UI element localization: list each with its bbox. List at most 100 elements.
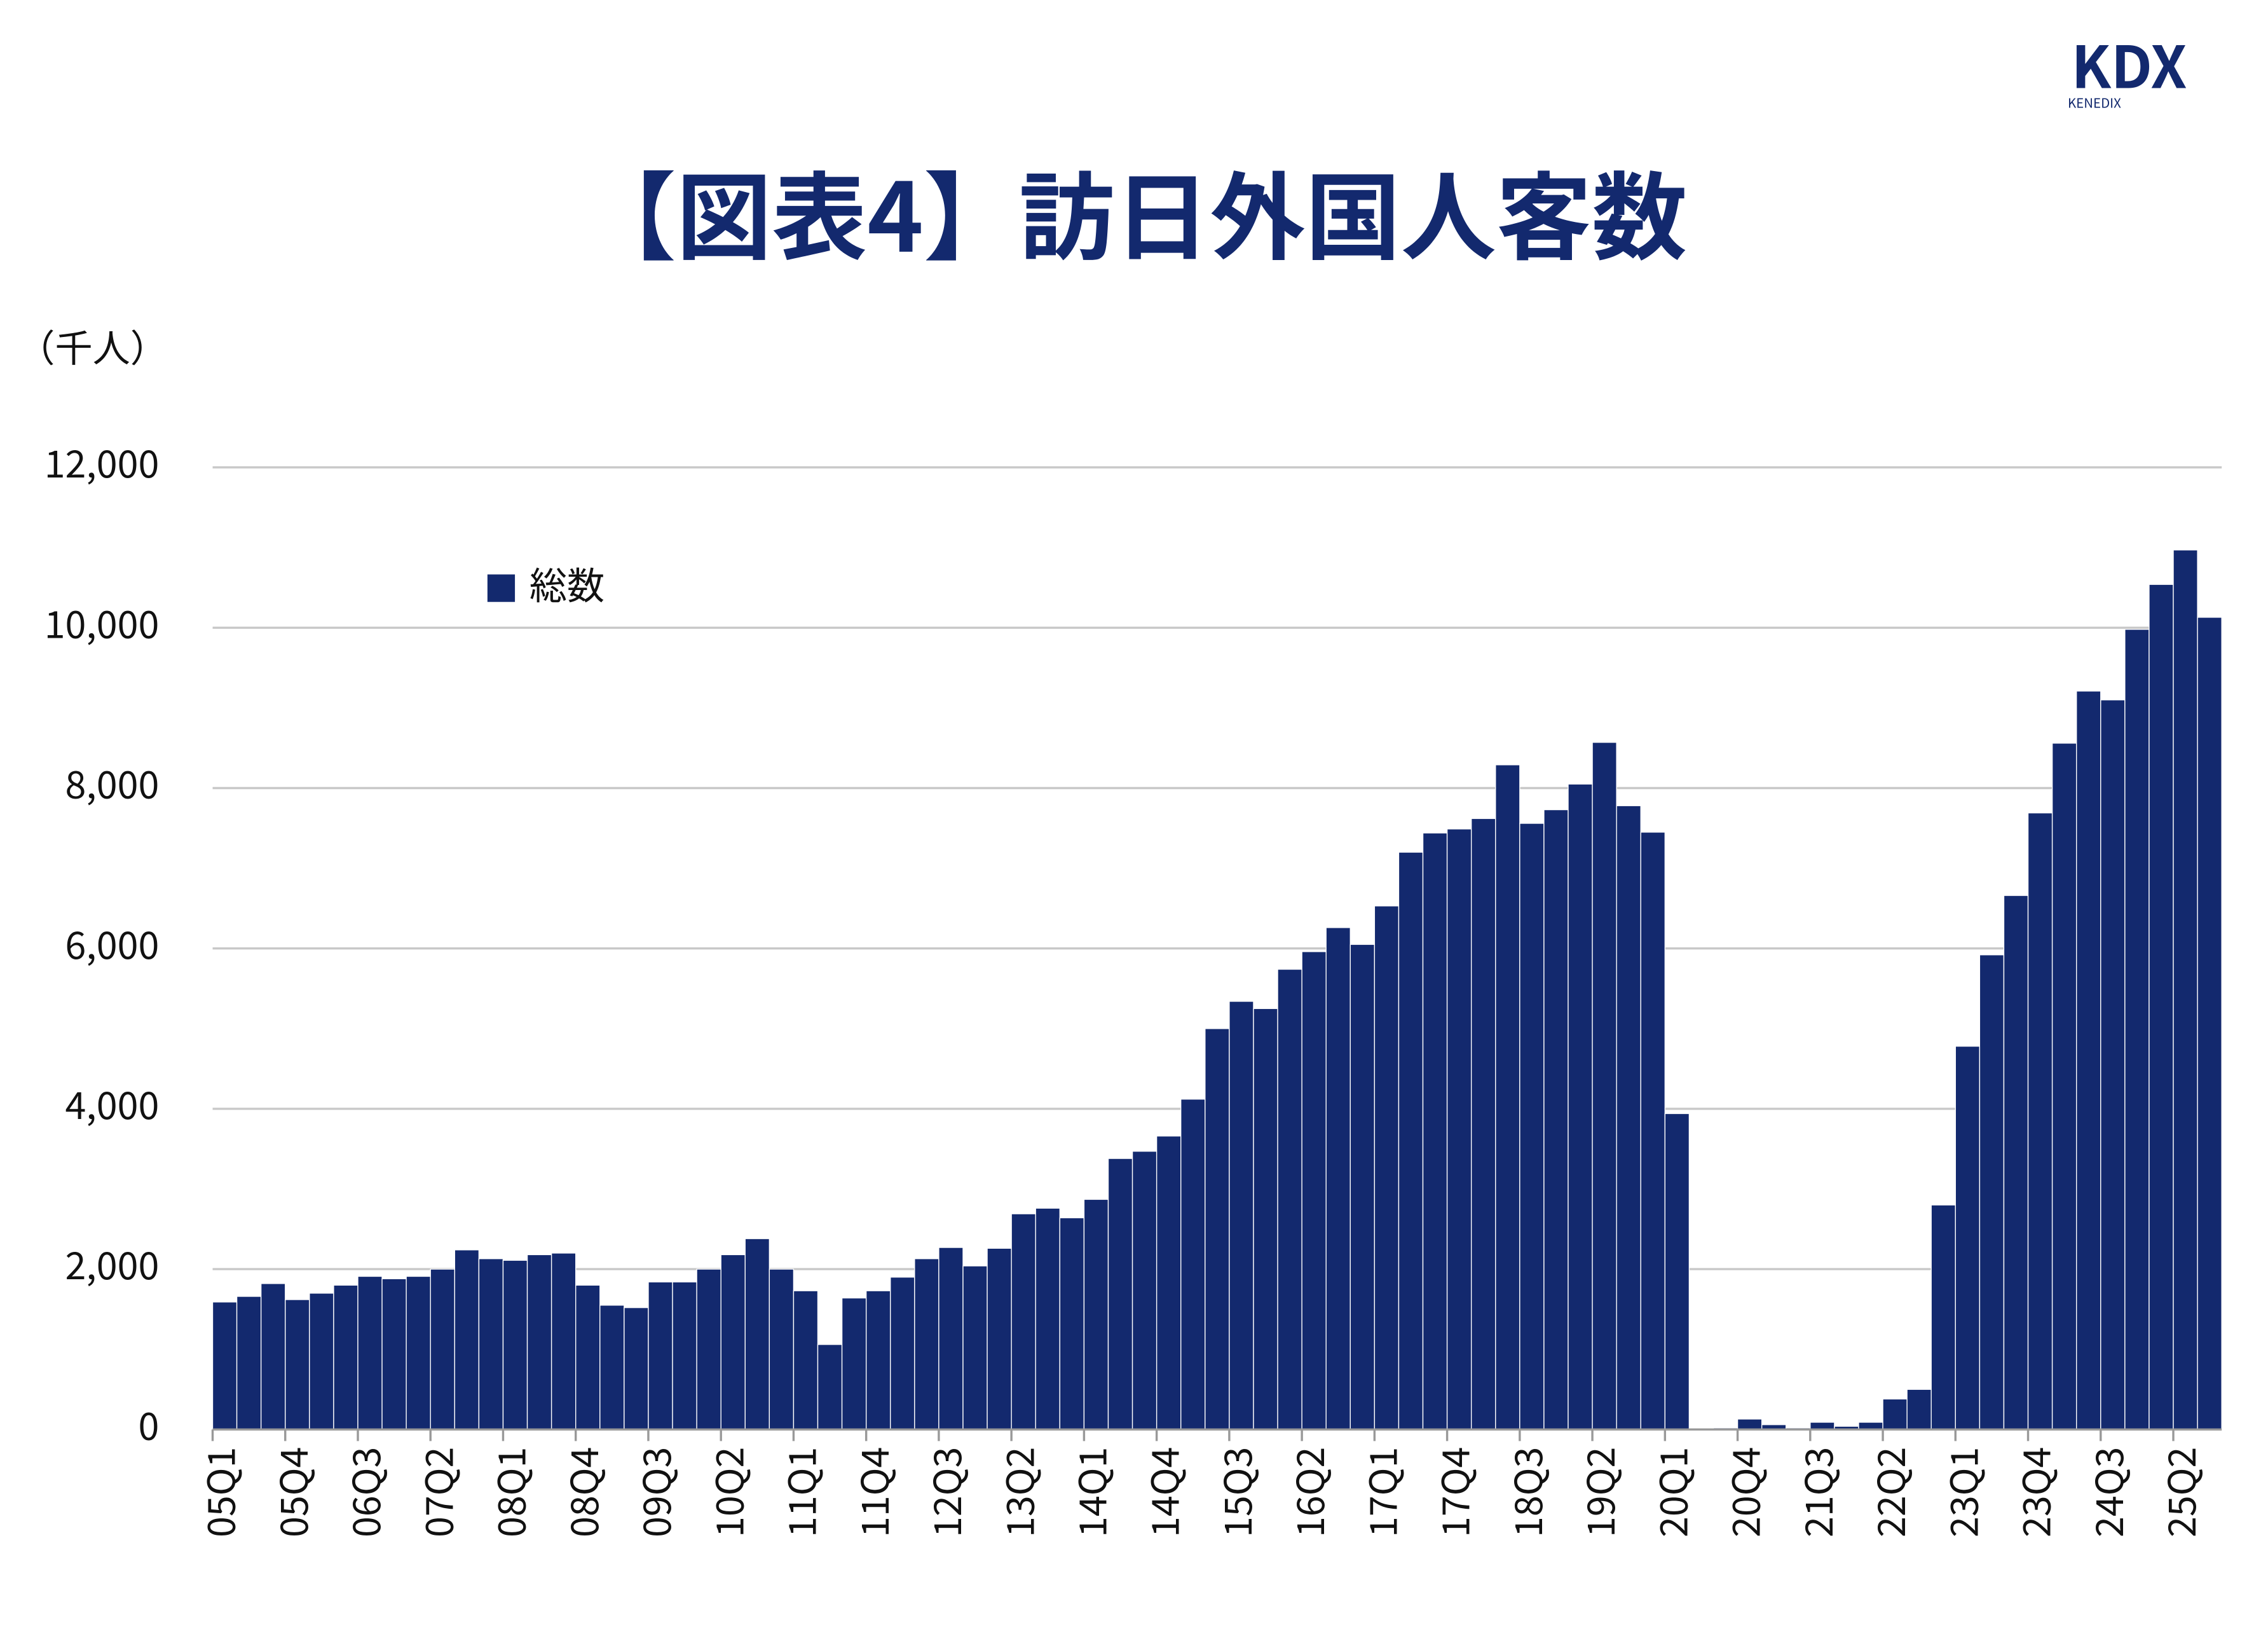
bar [672, 1281, 697, 1430]
bar [744, 1238, 770, 1430]
x-tick-label: 23Q4 [2007, 1447, 2062, 1537]
x-tick-label: 11Q1 [773, 1447, 828, 1537]
bar [1568, 783, 1593, 1430]
bar [987, 1247, 1012, 1430]
bar [236, 1296, 262, 1430]
x-tick-label: 08Q4 [555, 1447, 610, 1537]
x-tick-label: 23Q1 [1934, 1447, 1989, 1537]
logo-sub: KENEDIX [2068, 92, 2121, 111]
x-tick-label: 10Q2 [700, 1447, 755, 1537]
y-tick-label: 6,000 [65, 916, 160, 970]
x-tick-label: 09Q3 [627, 1447, 682, 1537]
bar [1011, 1213, 1036, 1430]
legend-label: 総数 [529, 556, 605, 610]
bar [769, 1268, 795, 1430]
bar [309, 1293, 334, 1430]
bar [962, 1265, 988, 1430]
bar [2100, 699, 2126, 1430]
bar [2051, 743, 2077, 1430]
bar [526, 1254, 552, 1430]
y-tick-label: 0 [138, 1396, 159, 1451]
y-tick-label: 8,000 [65, 755, 160, 810]
bar [2148, 584, 2174, 1430]
y-tick-label: 12,000 [44, 434, 160, 489]
bar [890, 1277, 915, 1430]
bar [1398, 851, 1424, 1430]
bar [1955, 1045, 1981, 1430]
bar [212, 1301, 238, 1430]
x-tick-label: 24Q3 [2080, 1447, 2135, 1537]
bar [285, 1299, 310, 1430]
bar [1205, 1028, 1230, 1430]
bar [648, 1281, 673, 1430]
bar [1277, 968, 1302, 1430]
bar [1131, 1151, 1158, 1430]
x-tick-label: 20Q4 [1717, 1447, 1772, 1537]
bar [865, 1290, 891, 1430]
bar [406, 1275, 431, 1430]
bar [841, 1297, 867, 1430]
bar [1519, 823, 1545, 1430]
x-tick-label: 11Q4 [845, 1447, 900, 1537]
bar [550, 1253, 577, 1430]
bar [2173, 549, 2198, 1430]
bar [1180, 1099, 1206, 1430]
bar [260, 1283, 286, 1430]
bar [575, 1284, 601, 1430]
bar [2027, 812, 2053, 1430]
bar [793, 1290, 819, 1430]
x-tick-label: 20Q1 [1644, 1447, 1698, 1537]
bar [938, 1247, 964, 1430]
x-tick-label: 18Q3 [1499, 1447, 1554, 1537]
x-tick-label: 12Q3 [918, 1447, 973, 1537]
bar [1301, 951, 1327, 1430]
x-tick-label: 08Q1 [482, 1447, 537, 1537]
x-tick-label: 13Q2 [990, 1447, 1045, 1537]
bar [1446, 828, 1472, 1430]
bar [357, 1275, 383, 1430]
x-tick-label: 19Q2 [1571, 1447, 1626, 1537]
bar [1059, 1217, 1085, 1430]
bar [1035, 1207, 1061, 1430]
bar [2197, 617, 2222, 1430]
bar [1906, 1389, 1932, 1430]
x-tick-label: 17Q4 [1426, 1447, 1481, 1537]
bar [817, 1343, 843, 1430]
bar [1422, 832, 1448, 1430]
x-tick-label: 25Q2 [2152, 1447, 2207, 1537]
bar [1156, 1136, 1182, 1430]
bar [2003, 895, 2029, 1430]
x-tick-label: 17Q1 [1353, 1447, 1408, 1537]
x-tick-label: 14Q4 [1136, 1447, 1191, 1537]
bar [430, 1268, 455, 1430]
x-tick-label: 22Q2 [1862, 1447, 1916, 1537]
bar [381, 1278, 407, 1430]
bar [720, 1254, 746, 1430]
bar [1107, 1158, 1133, 1430]
x-tick-label: 14Q1 [1063, 1447, 1118, 1537]
bar [1229, 1001, 1254, 1430]
bar [624, 1307, 649, 1430]
bar [1495, 764, 1520, 1430]
bar [478, 1258, 504, 1430]
x-tick-label: 21Q3 [1789, 1447, 1844, 1537]
bar [1664, 1113, 1690, 1430]
bar [599, 1305, 625, 1430]
legend-swatch [487, 574, 516, 602]
bar [1640, 832, 1666, 1430]
bar [1374, 905, 1400, 1430]
bar [696, 1268, 721, 1430]
x-tick-label: 05Q1 [192, 1447, 247, 1537]
y-tick-label: 4,000 [65, 1076, 160, 1130]
bar [1543, 809, 1569, 1430]
x-tick-label: 15Q3 [1208, 1447, 1263, 1537]
bar [2076, 690, 2101, 1430]
bar [1349, 944, 1376, 1430]
bar [1979, 954, 2005, 1430]
bar [914, 1258, 939, 1430]
bar [502, 1260, 528, 1430]
bar [1592, 741, 1617, 1430]
x-tick-label: 16Q2 [1281, 1447, 1336, 1537]
y-axis-label: （千人） [17, 319, 168, 373]
